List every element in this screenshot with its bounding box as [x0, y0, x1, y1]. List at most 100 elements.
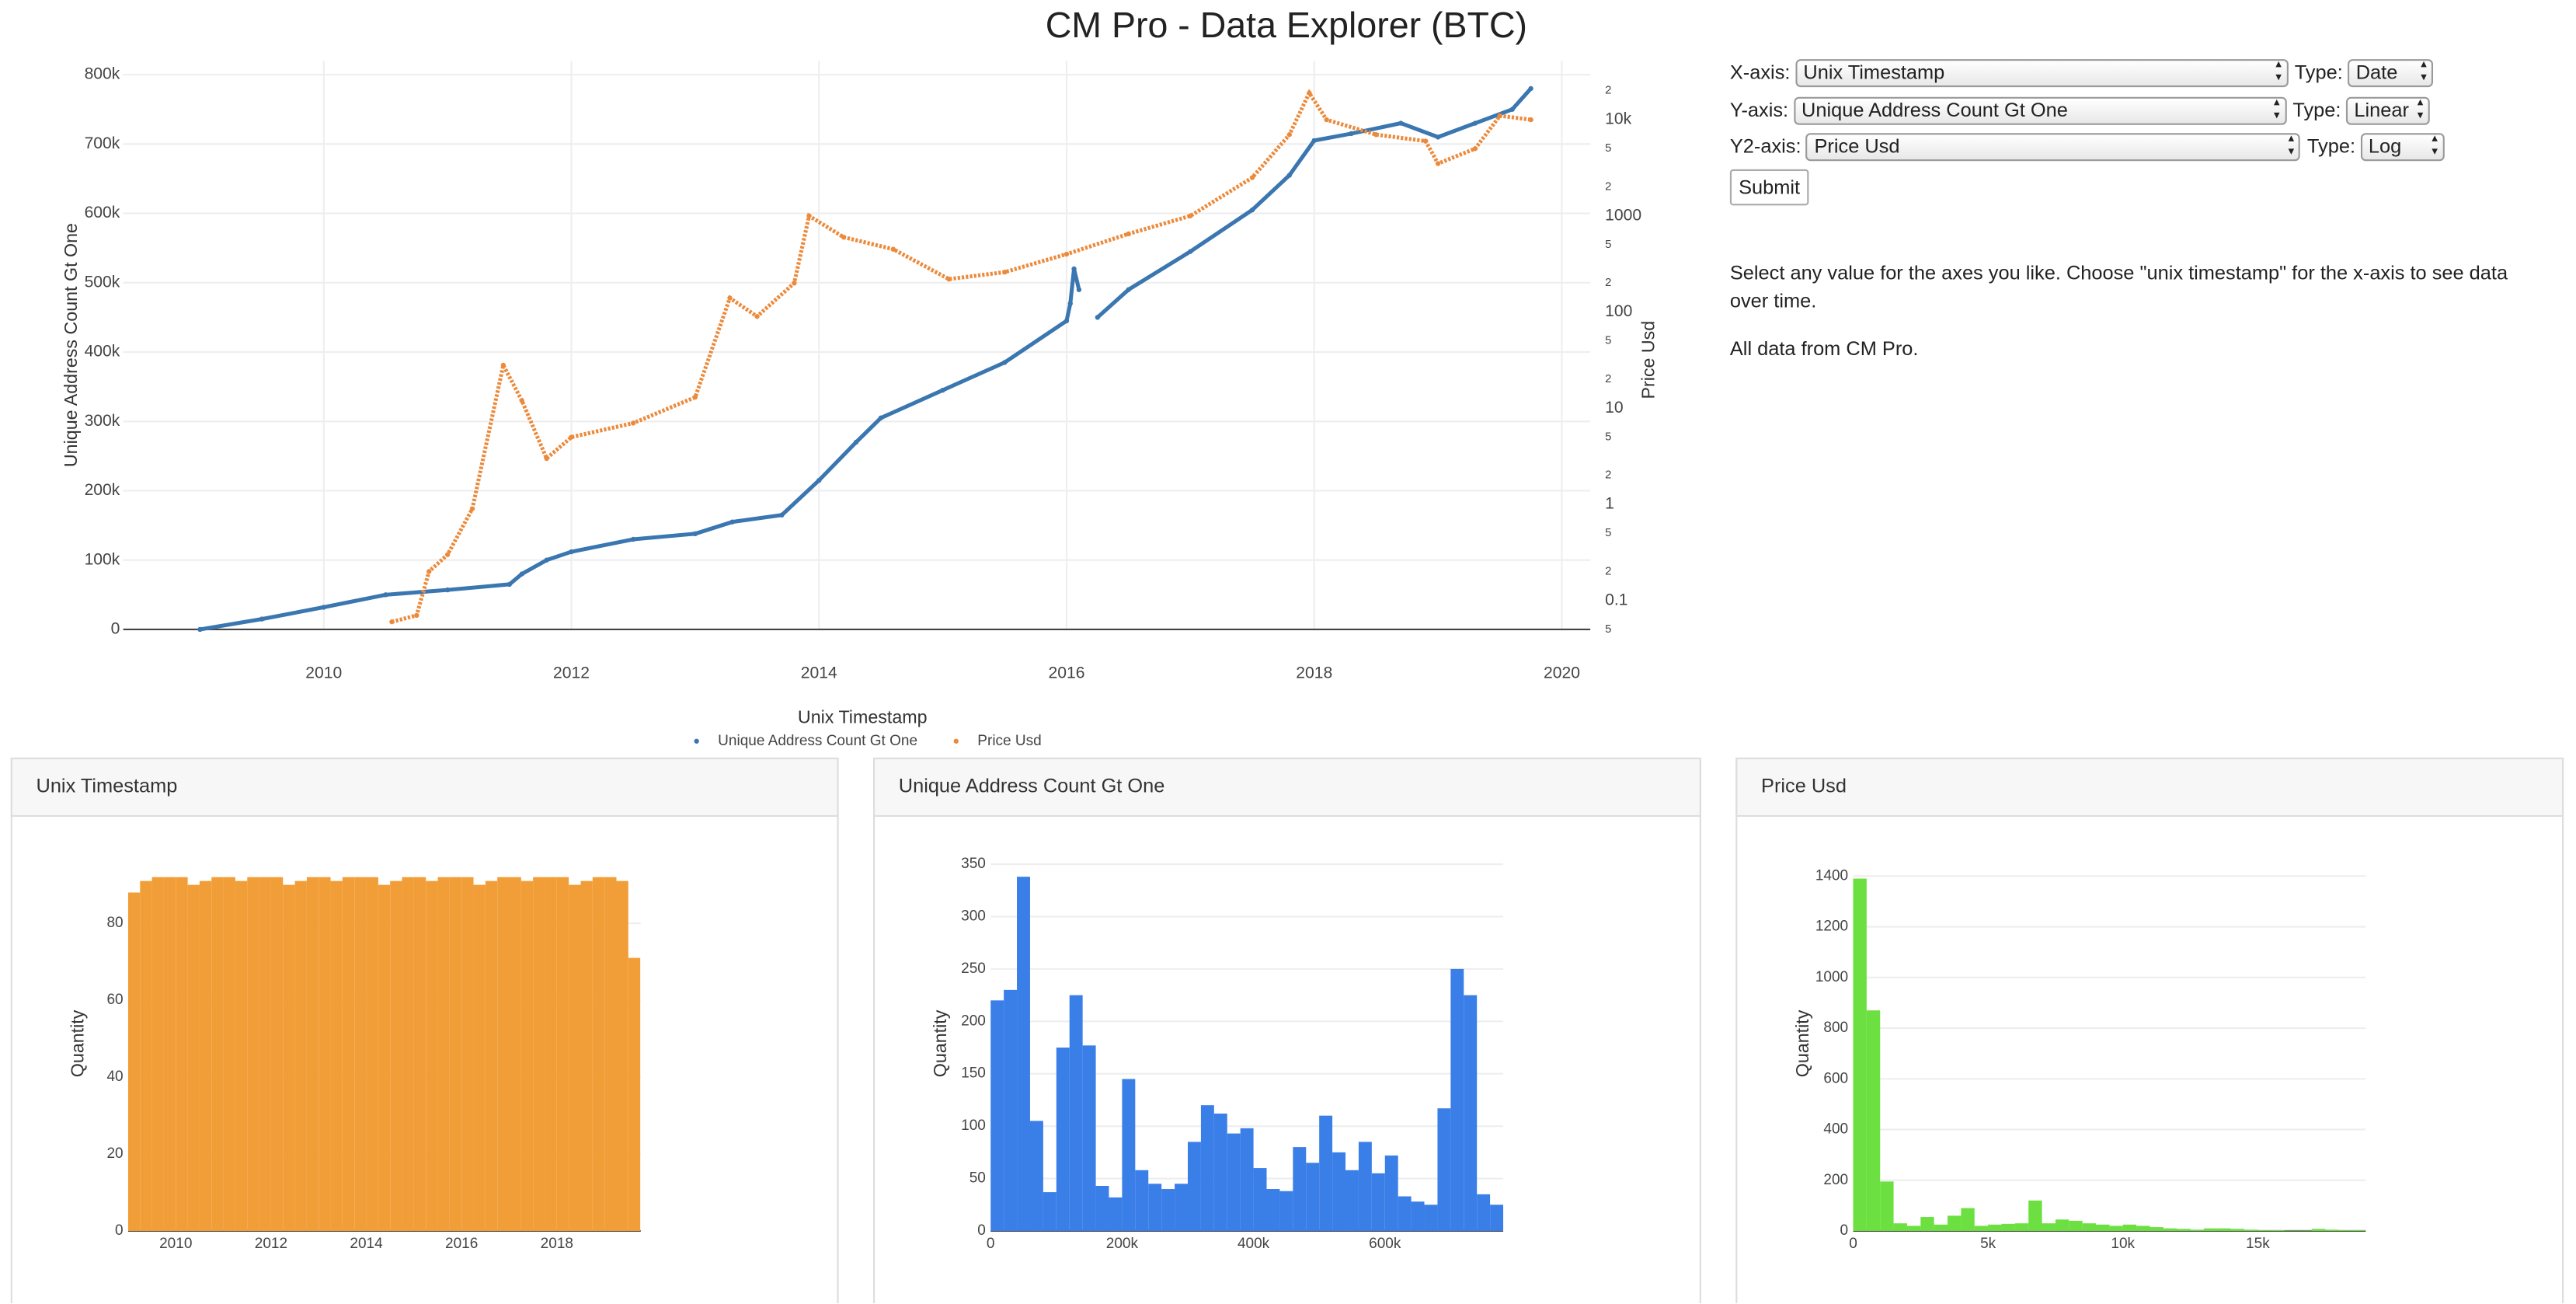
point: [569, 549, 574, 555]
y-tick-label: 250: [961, 961, 986, 977]
bar: [283, 884, 295, 1231]
point: [1497, 113, 1502, 119]
y-axis-title: Quantity: [68, 1009, 88, 1077]
type-select[interactable]: Date: [2348, 58, 2434, 87]
card-title: Unix Timestamp: [37, 776, 178, 797]
bar: [390, 880, 402, 1231]
point: [544, 455, 549, 462]
point: [389, 619, 395, 625]
y-tick-label: 100: [961, 1117, 986, 1134]
y-tick-label: 50: [969, 1170, 986, 1187]
bar: [163, 877, 176, 1231]
bar: [485, 880, 498, 1231]
y2-tick-label: 5: [1605, 431, 1611, 443]
card-header: [1735, 757, 2564, 818]
bar: [1175, 1184, 1188, 1231]
bar: [2351, 1229, 2366, 1231]
point: [1126, 231, 1131, 237]
bar: [1279, 1191, 1293, 1231]
bar: [473, 884, 486, 1231]
point: [1307, 90, 1312, 96]
point: [729, 519, 735, 525]
y2-axis-title: Price Usd: [1638, 321, 1658, 399]
y-tick-label: 700k: [85, 134, 120, 152]
bar: [592, 877, 605, 1231]
bar: [1148, 1184, 1162, 1231]
bar: [342, 877, 355, 1231]
y-tick-label: 1200: [1815, 919, 1848, 935]
point: [692, 394, 698, 400]
point: [1286, 132, 1293, 138]
y-axis-title: Quantity: [930, 1009, 950, 1077]
bar: [1893, 1223, 1907, 1231]
bar: [2069, 1220, 2083, 1231]
point: [1071, 266, 1077, 272]
type-select[interactable]: Linear: [2345, 96, 2430, 124]
bar: [2257, 1229, 2271, 1231]
point: [1472, 146, 1478, 152]
bar: [2244, 1229, 2258, 1231]
y2-tick-label: 2: [1605, 277, 1611, 289]
x-tick-label: 15k: [2246, 1236, 2270, 1252]
bar: [509, 877, 521, 1231]
bar: [1934, 1224, 1948, 1231]
y-tick-label: 500k: [85, 273, 120, 291]
bar: [211, 877, 224, 1231]
series-line: [391, 89, 1531, 624]
y-tick-label: 40: [106, 1069, 123, 1085]
control-row: Y-axis: Unique Address Count Gt One Type…: [1730, 96, 2436, 125]
y-tick-label: 200k: [85, 481, 120, 499]
point: [792, 281, 797, 286]
submit-button[interactable]: Submit: [1729, 169, 1809, 206]
point: [692, 531, 698, 536]
select[interactable]: Unix Timestamp: [1794, 58, 2289, 87]
y-tick-label: 200: [961, 1013, 986, 1029]
point: [1422, 138, 1429, 144]
y-tick-label: 600k: [85, 204, 120, 221]
bar: [545, 877, 557, 1231]
x-tick-label: 2010: [305, 664, 342, 682]
y2-tick-label: 2: [1605, 85, 1611, 97]
bar: [2042, 1223, 2056, 1231]
bar: [2055, 1219, 2070, 1231]
bar: [1398, 1196, 1412, 1231]
description: All data from CM Pro.: [1729, 336, 1919, 361]
control-label: Y2-axis:: [1729, 134, 1801, 159]
point: [1188, 249, 1193, 254]
y2-tick-label: 5: [1605, 335, 1611, 347]
card-header: [10, 757, 839, 818]
y-tick-label: 0: [977, 1222, 986, 1239]
legend-label: Price Usd: [977, 733, 1041, 749]
point: [631, 420, 636, 426]
bar: [1122, 1079, 1136, 1231]
point: [1063, 318, 1070, 324]
bar: [569, 884, 581, 1231]
point: [444, 552, 451, 557]
select[interactable]: Unique Address Count Gt One: [1793, 96, 2286, 124]
select[interactable]: Price Usd: [1805, 132, 2301, 161]
bar: [1961, 1208, 1975, 1231]
bar: [2217, 1228, 2231, 1231]
point: [1095, 315, 1101, 320]
type-select[interactable]: Log: [2360, 132, 2445, 161]
y-tick-label: 200: [1823, 1172, 1848, 1188]
bar: [604, 877, 617, 1231]
y-tick-label: 0: [111, 620, 120, 638]
x-tick-label: 5k: [1980, 1236, 1996, 1252]
bar: [1371, 1173, 1385, 1231]
bar: [140, 880, 152, 1231]
point: [1286, 173, 1293, 178]
bar: [1437, 1108, 1451, 1231]
bar: [235, 880, 248, 1231]
y2-tick-label: 2: [1605, 469, 1611, 482]
x-tick-label: 2018: [541, 1236, 573, 1252]
point: [1435, 134, 1441, 140]
bar: [1004, 989, 1018, 1231]
x-tick-label: 2016: [445, 1236, 478, 1252]
point: [878, 415, 884, 420]
point: [1528, 85, 1533, 92]
point: [444, 587, 451, 593]
legend-marker: [953, 738, 959, 744]
series-line: [1096, 87, 1533, 319]
point: [1249, 175, 1255, 180]
